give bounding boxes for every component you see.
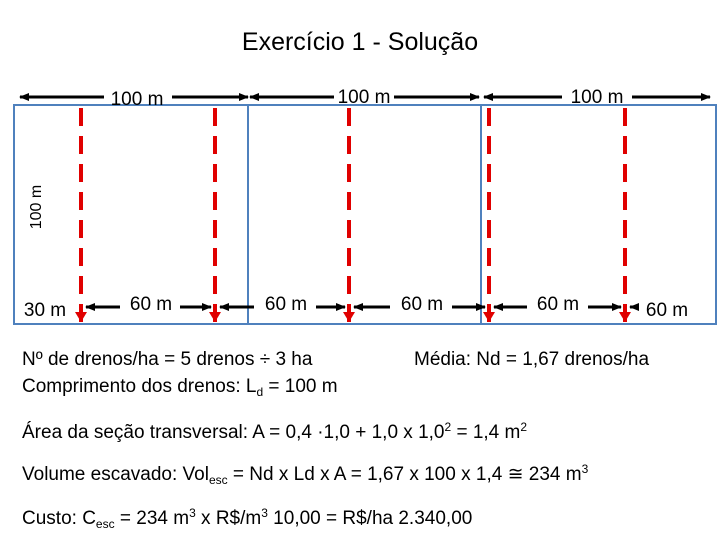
cost-unit: x R$/m: [195, 508, 262, 529]
area-sup: 2: [444, 420, 452, 434]
cost-volume-sup: 3: [189, 506, 196, 520]
volume-sub: esc: [208, 473, 228, 487]
cross-section-area: Área da seção transversal: A = 0,4 ·1,0 …: [22, 420, 527, 444]
volume-unit-sup: 3: [581, 462, 589, 476]
volume-text: Volume escavado: Vol: [22, 464, 209, 485]
cost-text: Custo: C: [22, 508, 96, 529]
average-drains: Média: Nd = 1,67 drenos/ha: [414, 349, 650, 370]
bottom-label: 60 m: [537, 294, 579, 315]
bottom-label: 60 m: [130, 294, 172, 315]
drains: [75, 108, 631, 322]
area-text: Área da seção transversal: A = 0,4 ·1,0 …: [22, 422, 445, 443]
drain-length-sub: d: [256, 385, 264, 399]
excavated-volume: Volume escavado: Volesc = Nd x Ld x A = …: [22, 462, 588, 487]
bottom-label: 60 m: [646, 300, 688, 321]
top-label: 100 m: [338, 87, 391, 108]
drain-length-text: Comprimento dos drenos: L: [22, 376, 257, 397]
drain-length: Comprimento dos drenos: Ld = 100 m: [22, 376, 338, 399]
bottom-label: 30 m: [24, 300, 66, 321]
area-value: = 1,4 m: [451, 422, 521, 443]
cost-sub: esc: [95, 517, 115, 531]
cost-volume: = 234 m: [114, 508, 190, 529]
top-label: 100 m: [111, 89, 164, 110]
volume-value: = Nd x Ld x A = 1,67 x 100 x 1,4 ≅ 234 m: [227, 464, 582, 485]
bottom-label: 60 m: [265, 294, 307, 315]
drain-length-value: = 100 m: [263, 376, 338, 397]
top-label: 100 m: [571, 87, 624, 108]
side-label: 100 m: [28, 185, 45, 229]
page-title: Exercício 1 - Solução: [241, 28, 479, 56]
cost-unit-sup: 3: [261, 506, 268, 520]
area-unit-sup: 2: [520, 420, 528, 434]
drains-per-ha: Nº de drenos/ha = 5 drenos ÷ 3 ha: [22, 349, 313, 370]
field-outline: [13, 104, 717, 325]
cost: Custo: Cesc = 234 m3 x R$/m3 10,00 = R$/…: [22, 506, 472, 531]
cost-value: 10,00 = R$/ha 2.340,00: [267, 508, 473, 529]
bottom-label: 60 m: [401, 294, 443, 315]
